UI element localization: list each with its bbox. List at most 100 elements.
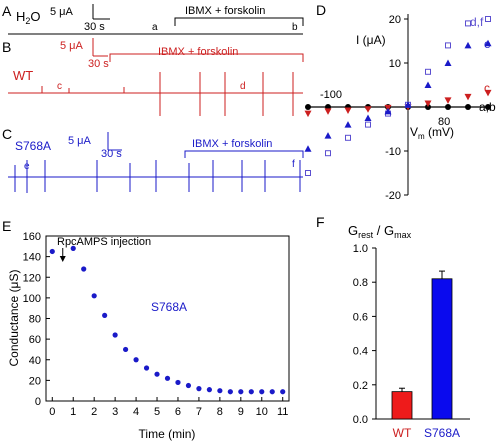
conductance-data-points: [49, 245, 286, 395]
bar-y-tick-label: 0.6: [353, 311, 368, 323]
injection-arrow-head: [59, 256, 66, 262]
marker-f: f: [292, 159, 295, 170]
conductance-x-tick-label: 2: [91, 406, 97, 418]
bar-y-tick-label: 0.4: [353, 346, 368, 358]
panel-letter-f: F: [316, 214, 325, 230]
treatment-bracket-a: [174, 17, 304, 26]
scale-time-c: 30 s: [101, 148, 122, 160]
iv-y-tick-label: 20: [389, 14, 401, 26]
marker-b: b: [292, 22, 298, 33]
conductance-point: [185, 382, 192, 389]
iv-point-e: [384, 107, 392, 115]
iv-point-df: [425, 68, 431, 75]
trace-spikes-b: [41, 72, 294, 116]
iv-point-df: [305, 170, 311, 176]
marker-d: d: [240, 81, 246, 92]
conductance-point: [269, 389, 275, 395]
conductance-point: [91, 293, 97, 299]
bar-s768a: [431, 278, 453, 420]
bar-wt: [391, 391, 413, 420]
conductance-point: [112, 332, 118, 338]
treatment-bracket-b: [109, 53, 304, 62]
iv-point-df: [325, 150, 331, 157]
conductance-point: [175, 379, 181, 386]
iv-point-ab: [485, 104, 491, 110]
conductance-point: [227, 389, 233, 395]
iv-point-e: [444, 59, 452, 66]
iv-x-label: Vm (mV): [410, 125, 454, 141]
wt-label: WT: [13, 68, 33, 83]
water-label: H2O: [16, 9, 41, 26]
iv-y-tick-label: -20: [385, 190, 401, 202]
iv-point-ab: [425, 104, 431, 110]
iv-point-e: [404, 101, 412, 108]
conductance-point: [81, 266, 87, 272]
scale-time-b: 30 s: [88, 58, 109, 70]
conductance-point: [49, 248, 55, 255]
bars: WT S768A: [391, 270, 460, 440]
panel-letter-d: D: [316, 2, 326, 18]
iv-y-tick-label: 10: [389, 58, 401, 70]
iv-data-points: [304, 16, 492, 176]
conductance-x-tick-label: 9: [238, 406, 244, 418]
conductance-x-tick-label: 7: [196, 406, 202, 418]
treatment-bracket-c: [184, 150, 304, 158]
iv-point-df: [465, 20, 471, 27]
iv-y-label: I (μA): [356, 33, 386, 47]
iv-point-c: [324, 108, 332, 115]
conductance-point: [143, 365, 150, 371]
conductance-point: [280, 389, 286, 395]
conductance-point: [217, 388, 223, 394]
conductance-point: [133, 357, 139, 363]
bar-y-tick-label: 0.0: [353, 414, 368, 426]
conductance-x-tick-label: 0: [49, 406, 55, 418]
iv-point-df: [485, 16, 491, 22]
iv-point-df: [445, 42, 451, 49]
conductance-point: [248, 389, 254, 395]
iv-point-ab: [465, 104, 471, 110]
bar-y-ticks: 0.0 0.2 0.4 0.6 0.8 1.0: [353, 243, 376, 426]
conductance-x-tick-label: 5: [154, 406, 160, 418]
iv-series-label-ab: a,b: [479, 100, 496, 114]
bar-category-label: WT: [393, 426, 412, 440]
iv-y-ticks: 20 10 -10 -20: [385, 14, 408, 202]
panel-letter-a: A: [2, 3, 12, 19]
scale-current-c: 5 μA: [68, 135, 92, 147]
scale-current-a: 5 μA: [50, 6, 74, 18]
conductance-point: [196, 386, 202, 392]
conductance-x-tick-label: 4: [133, 406, 139, 418]
conductance-y-tick-label: 160: [23, 231, 41, 243]
iv-point-df: [365, 121, 371, 128]
conductance-x-tick-label: 1: [70, 406, 76, 418]
conductance-point: [206, 387, 212, 393]
injection-arrow: [59, 248, 66, 262]
treatment-label-a: IBMX + forskolin: [185, 5, 265, 17]
iv-point-c: [484, 89, 492, 97]
panel-letter-c: C: [2, 126, 12, 142]
iv-point-df: [345, 134, 351, 141]
marker-e: e: [24, 161, 30, 172]
rpcamps-annotation: RpcAMPS injection: [57, 236, 151, 248]
conductance-y-tick-label: 40: [29, 355, 41, 367]
conductance-y-tick-label: 100: [23, 293, 41, 305]
conductance-point: [154, 371, 160, 377]
iv-y-tick-label: -10: [385, 146, 401, 158]
panel-b: B WT 5 μA 30 s IBMX + forskolin c d: [2, 38, 304, 116]
bar-y-tick-label: 0.8: [353, 277, 368, 289]
conductance-y-tick-label: 60: [29, 334, 41, 346]
conductance-y-tick-label: 0: [35, 396, 41, 408]
bar-y-tick-label: 0.2: [353, 380, 368, 392]
conductance-series-label: S768A: [151, 300, 187, 314]
conductance-y-ticks: 0 20 40 60 80 100 120 140 160: [23, 231, 50, 408]
iv-series-label-df: d,f: [470, 15, 484, 29]
marker-c: c: [57, 81, 62, 92]
conductance-y-tick-label: 80: [29, 314, 41, 326]
conductance-point: [102, 312, 108, 319]
iv-series-label-c: c: [484, 81, 490, 95]
treatment-label-c: IBMX + forskolin: [192, 138, 272, 150]
panel-e: E 0 20 40 60 80 100 120 140 160 0 1 2 3 4 5 6 7 8 9 10 11 C…: [2, 218, 290, 441]
iv-point-c: [444, 97, 452, 104]
iv-point-e: [484, 39, 492, 47]
iv-point-e: [304, 145, 312, 152]
